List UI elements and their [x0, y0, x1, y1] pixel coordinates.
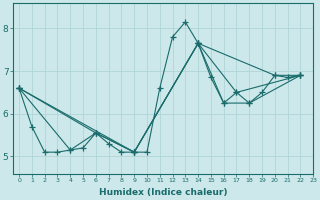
X-axis label: Humidex (Indice chaleur): Humidex (Indice chaleur)	[99, 188, 227, 197]
